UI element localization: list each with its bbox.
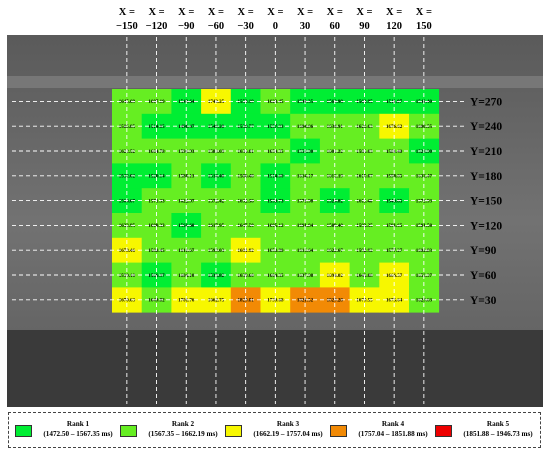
legend-swatch-5	[435, 425, 452, 437]
legend-text-5: Rank 5 (1851.88 – 1946.73 ms)	[457, 419, 539, 439]
legend-swatch-4	[330, 425, 347, 437]
cell-value-r6-c6: 1616.64	[297, 249, 314, 254]
x-label-value-1: −120	[146, 21, 168, 32]
x-label-top-4: X =	[238, 7, 254, 18]
legend-rank-range-1: (1472.50 – 1567.35 ms)	[43, 430, 113, 438]
legend-rank-label-2: Rank 2	[171, 420, 195, 428]
legend-rank-label-4: Rank 4	[381, 420, 405, 428]
cell-value-r1-c7: 1634.91	[327, 125, 344, 130]
y-label-4: Y=150	[470, 196, 502, 208]
y-label-7: Y=60	[470, 270, 497, 282]
cell-value-r8-c3: 1662.75	[208, 299, 225, 304]
cell-value-r1-c4: 1539.77	[238, 125, 255, 130]
x-label-value-4: −30	[237, 21, 253, 32]
axis-labels: X = −150 X = −120 X = −90 X = −60 X = −30 X = 0 X = 3…	[116, 7, 502, 307]
x-label-value-8: 90	[359, 21, 370, 32]
cell-value-r8-c6: 1821.52	[297, 299, 314, 304]
cell-value-r6-c9: 1577.27	[386, 249, 403, 254]
legend-item-rank-1: Rank 1 (1472.50 – 1567.35 ms)	[13, 417, 117, 445]
cell-value-r8-c0: 1670.63	[119, 299, 136, 304]
cell-value-r8-c8: 1679.55	[356, 299, 373, 304]
cell-value-r1-c0: 1585.85	[119, 125, 136, 130]
cell-value-r8-c5: 1739.68	[267, 299, 284, 304]
legend-text-2: Rank 2 (1567.35 – 1662.19 ms)	[142, 419, 224, 439]
x-label-value-0: −150	[116, 21, 138, 32]
legend: Rank 1 (1472.50 – 1567.35 ms) Rank 2 (1567.…	[8, 412, 541, 448]
x-label-top-0: X =	[119, 7, 135, 18]
cell-value-r1-c8: 1623.63	[356, 125, 373, 130]
cell-value-r6-c0: 1678.46	[119, 249, 136, 254]
legend-item-rank-3: Rank 3 (1662.19 – 1757.04 ms)	[223, 417, 327, 445]
cell-value-r1-c9: 1676.62	[386, 125, 403, 130]
cell-value-r6-c5: 1653.80	[267, 249, 284, 254]
legend-rank-range-3: (1662.19 – 1757.04 ms)	[253, 430, 323, 438]
cell-value-r1-c6: 1604.86	[297, 125, 314, 130]
legend-rank-label-1: Rank 1	[66, 420, 90, 428]
guide-lines	[12, 37, 466, 404]
cell-value-r6-c3: 1599.03	[208, 249, 225, 254]
cell-value-r6-c2: 1611.67	[178, 249, 194, 254]
legend-rank-range-4: (1757.04 – 1851.88 ms)	[358, 430, 428, 438]
cell-value-r6-c8: 1592.92	[356, 249, 373, 254]
cell-value-r8-c2: 1701.76	[178, 299, 195, 304]
cell-value-r8-c10: 1629.63	[416, 299, 433, 304]
x-label-top-9: X =	[386, 7, 402, 18]
x-label-top-10: X =	[416, 7, 432, 18]
x-label-value-10: 150	[416, 21, 432, 32]
legend-rank-label-5: Rank 5	[486, 420, 510, 428]
legend-text-3: Rank 3 (1662.19 – 1757.04 ms)	[247, 419, 329, 439]
legend-item-rank-2: Rank 2 (1567.35 – 1662.19 ms)	[118, 417, 222, 445]
legend-swatch-2	[120, 425, 137, 437]
legend-swatch-3	[225, 425, 242, 437]
cell-value-r1-c5: 1557.93	[267, 125, 284, 130]
x-label-value-9: 120	[386, 21, 402, 32]
x-label-top-6: X =	[297, 7, 313, 18]
cell-value-r1-c2: 1496.47	[178, 125, 195, 130]
cell-value-r1-c1: 1514.05	[148, 125, 165, 130]
x-label-top-7: X =	[327, 7, 343, 18]
x-label-top-1: X =	[148, 7, 164, 18]
legend-text-4: Rank 4 (1757.04 – 1851.88 ms)	[352, 419, 434, 439]
cell-value-r6-c4: 1681.92	[238, 249, 255, 254]
legend-rank-label-3: Rank 3	[276, 420, 300, 428]
cell-value-r8-c7: 1829.28	[327, 299, 344, 304]
cell-value-r8-c4: 1829.81	[238, 299, 255, 304]
heatmap-chart: 1645.691607.101549.641742.251559.191623.…	[7, 7, 543, 407]
x-label-value-7: 60	[330, 21, 341, 32]
legend-item-rank-4: Rank 4 (1757.04 – 1851.88 ms)	[328, 417, 432, 445]
x-label-top-3: X =	[208, 7, 224, 18]
x-label-value-3: −60	[208, 21, 224, 32]
x-label-top-5: X =	[267, 7, 283, 18]
y-label-3: Y=180	[470, 171, 502, 183]
x-label-top-2: X =	[178, 7, 194, 18]
cell-value-r8-c1: 1649.82	[148, 299, 165, 304]
cell-value-r1-c10: 1600.55	[416, 125, 433, 130]
cell-value-r8-c9: 1675.64	[386, 299, 403, 304]
x-label-value-5: 0	[273, 21, 278, 32]
x-label-value-2: −90	[178, 21, 194, 32]
y-label-2: Y=210	[470, 146, 502, 158]
cell-value-r6-c7: 1622.67	[327, 249, 344, 254]
x-label-value-6: 30	[300, 21, 311, 32]
y-label-1: Y=240	[470, 121, 502, 133]
y-label-8: Y=30	[470, 295, 497, 307]
x-label-top-8: X =	[356, 7, 372, 18]
y-label-6: Y=90	[470, 245, 497, 257]
cell-value-r1-c3: 1549.20	[208, 125, 225, 130]
cell-value-r6-c10: 1602.83	[416, 249, 433, 254]
legend-item-rank-5: Rank 5 (1851.88 – 1946.73 ms)	[433, 417, 537, 445]
legend-rank-range-5: (1851.88 – 1946.73 ms)	[463, 430, 533, 438]
legend-swatch-1	[15, 425, 32, 437]
y-label-5: Y=120	[470, 220, 502, 232]
y-label-0: Y=270	[470, 96, 502, 108]
legend-rank-range-2: (1567.35 – 1662.19 ms)	[148, 430, 218, 438]
legend-text-1: Rank 1 (1472.50 – 1567.35 ms)	[37, 419, 119, 439]
cell-value-r6-c1: 1588.45	[148, 249, 165, 254]
